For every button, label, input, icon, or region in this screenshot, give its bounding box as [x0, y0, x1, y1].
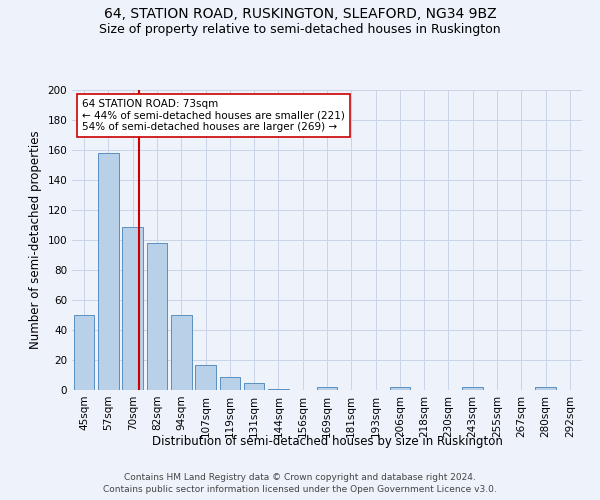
Bar — [171, 315, 191, 390]
Text: 64 STATION ROAD: 73sqm
← 44% of semi-detached houses are smaller (221)
54% of se: 64 STATION ROAD: 73sqm ← 44% of semi-det… — [82, 99, 345, 132]
Bar — [268, 388, 289, 390]
Bar — [463, 387, 483, 390]
Bar — [98, 153, 119, 390]
Text: Distribution of semi-detached houses by size in Ruskington: Distribution of semi-detached houses by … — [152, 435, 502, 448]
Bar — [146, 243, 167, 390]
Text: Contains public sector information licensed under the Open Government Licence v3: Contains public sector information licen… — [103, 485, 497, 494]
Y-axis label: Number of semi-detached properties: Number of semi-detached properties — [29, 130, 42, 350]
Text: 64, STATION ROAD, RUSKINGTON, SLEAFORD, NG34 9BZ: 64, STATION ROAD, RUSKINGTON, SLEAFORD, … — [104, 8, 496, 22]
Text: Size of property relative to semi-detached houses in Ruskington: Size of property relative to semi-detach… — [99, 22, 501, 36]
Bar — [122, 226, 143, 390]
Bar — [244, 382, 265, 390]
Bar — [220, 376, 240, 390]
Bar — [317, 387, 337, 390]
Bar — [195, 364, 216, 390]
Bar — [535, 387, 556, 390]
Bar — [74, 315, 94, 390]
Text: Contains HM Land Registry data © Crown copyright and database right 2024.: Contains HM Land Registry data © Crown c… — [124, 472, 476, 482]
Bar — [389, 387, 410, 390]
